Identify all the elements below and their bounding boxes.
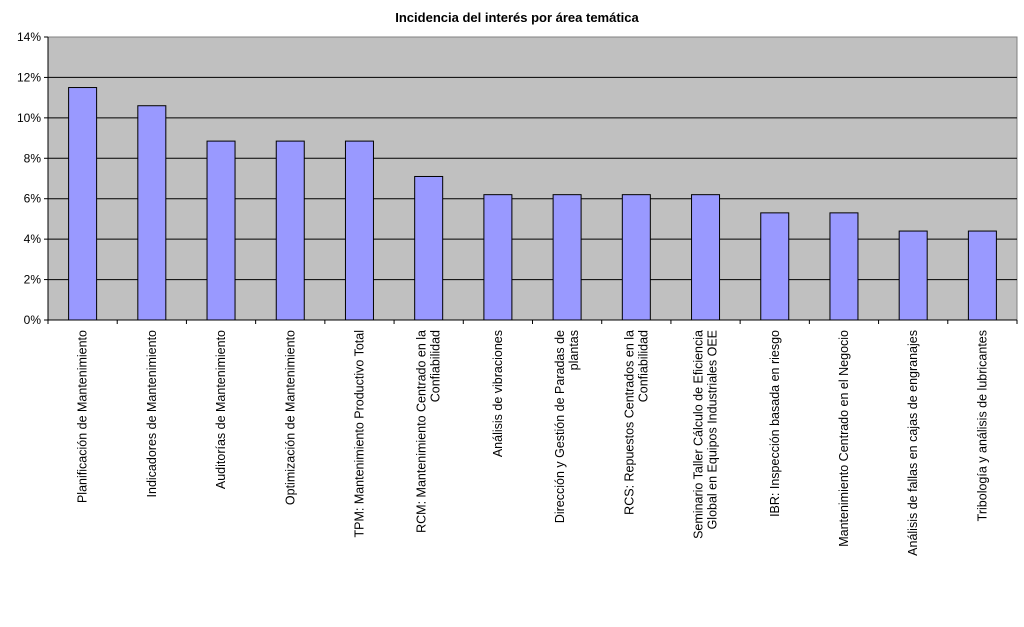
category-label-line: RCS: Repuestos Centrados en la: [622, 330, 636, 515]
category-label-line: Confiabilidad: [429, 330, 443, 402]
category-label-line: Optimización de Mantenimiento: [283, 330, 297, 505]
chart-title: Incidencia del interés por área temática: [395, 10, 639, 25]
bar: [137, 105, 167, 321]
category-label-line: IBR: Inspección basada en riesgo: [768, 330, 782, 517]
y-tick-label: 6%: [24, 192, 42, 206]
category-label: Indicadores de Mantenimiento: [145, 330, 159, 498]
y-tick-label: 8%: [24, 151, 42, 165]
bar: [967, 230, 997, 321]
y-axis-ticks: 0% 2% 4% 6% 8% 10% 12% 14%: [17, 30, 48, 327]
category-label-line: TPM: Mantenimiento Productivo Total: [352, 330, 366, 538]
category-label: Tribología y análisis de lubricantes: [975, 330, 989, 521]
category-label: Dirección y Gestión de Paradas de plantas: [553, 330, 581, 523]
category-label-line: Global en Equipos Industriales OEE: [706, 330, 720, 529]
bar: [829, 212, 859, 321]
y-tick-label: 12%: [17, 70, 41, 84]
x-axis-categories: Planificación de Mantenimiento Indicadore…: [47, 320, 1018, 556]
category-label-line: Confiabilidad: [636, 330, 650, 402]
category-label-line: Tribología y análisis de lubricantes: [975, 330, 989, 521]
y-tick-label: 10%: [17, 111, 41, 125]
y-tick-label: 14%: [17, 30, 41, 44]
bars: [68, 87, 997, 321]
category-label: Análisis de fallas en cajas de engranaje…: [906, 330, 920, 556]
category-label-line: Dirección y Gestión de Paradas de: [553, 330, 567, 523]
category-label: Optimización de Mantenimiento: [283, 330, 297, 505]
category-label-line: plantas: [567, 330, 581, 370]
bar: [344, 140, 374, 321]
category-label: TPM: Mantenimiento Productivo Total: [352, 330, 366, 538]
category-label: Auditorías de Mantenimiento: [214, 330, 228, 489]
category-label-line: Análisis de vibraciones: [491, 330, 505, 457]
bar: [691, 194, 721, 321]
bar: [275, 140, 305, 321]
category-label-line: RCM: Mantenimiento Centrado en la: [415, 330, 429, 533]
category-label-line: Planificación de Mantenimiento: [76, 330, 90, 503]
category-label-line: Análisis de fallas en cajas de engranaje…: [906, 330, 920, 556]
bar: [483, 194, 513, 321]
bar: [621, 194, 651, 321]
category-label: RCS: Repuestos Centrados en la Confiabili…: [622, 330, 650, 515]
category-label: Seminario Taller Cálculo de Eficiencia Gl…: [692, 330, 720, 539]
bar: [552, 194, 582, 321]
bar: [68, 87, 98, 321]
category-label-line: Auditorías de Mantenimiento: [214, 330, 228, 489]
category-label-line: Seminario Taller Cálculo de Eficiencia: [692, 330, 706, 539]
category-label: IBR: Inspección basada en riesgo: [768, 330, 782, 517]
y-tick-label: 2%: [24, 273, 42, 287]
y-tick-label: 4%: [24, 232, 42, 246]
bar: [206, 140, 236, 321]
category-label: Mantenimiento Centrado en el Negocio: [837, 330, 851, 547]
category-label: RCM: Mantenimiento Centrado en la Confiab…: [415, 330, 443, 533]
category-label-line: Indicadores de Mantenimiento: [145, 330, 159, 498]
category-label: Análisis de vibraciones: [491, 330, 505, 457]
bar: [898, 230, 928, 321]
bar: [414, 175, 444, 321]
category-label: Planificación de Mantenimiento: [76, 330, 90, 503]
y-tick-label: 0%: [24, 313, 42, 327]
plot-area: [47, 36, 1018, 321]
category-label-line: Mantenimiento Centrado en el Negocio: [837, 330, 851, 547]
bar: [760, 212, 790, 321]
